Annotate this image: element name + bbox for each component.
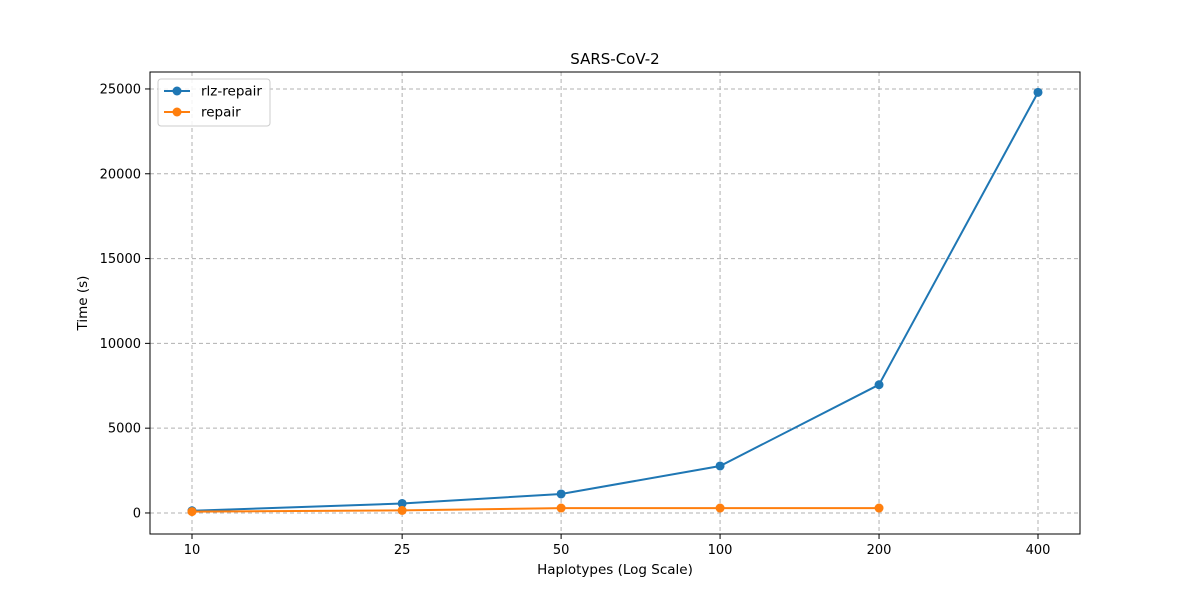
series-layer (187, 87, 1043, 517)
data-point (397, 498, 407, 508)
legend-marker (172, 86, 182, 96)
x-tick-label: 400 (1026, 543, 1051, 558)
legend: rlz-repair repair (157, 78, 271, 127)
legend-label: repair (201, 105, 241, 121)
series-line (191, 91, 1039, 512)
data-point (556, 503, 566, 513)
data-point (874, 380, 884, 390)
y-tick-label: 10000 (100, 337, 141, 352)
x-tick-label: 25 (394, 543, 411, 558)
x-tick-label: 50 (553, 543, 570, 558)
legend-marker (172, 107, 182, 117)
y-axis-label: Time (s) (75, 276, 91, 332)
data-point (556, 489, 566, 499)
data-point (397, 505, 407, 515)
x-tick-label: 10 (184, 543, 201, 558)
y-tick-label: 0 (133, 506, 141, 521)
y-tick-label: 25000 (100, 82, 141, 97)
series-rlz-repair (187, 87, 1043, 516)
axis-ticks: 10 25 50 100 200 400 0 5000 10000 15000 20000 25000 (100, 82, 1051, 558)
data-point (715, 461, 725, 471)
x-axis-label: Haplotypes (Log Scale) (537, 562, 693, 578)
series-line (191, 507, 879, 513)
data-point (187, 507, 197, 517)
legend-label: rlz-repair (201, 84, 262, 100)
x-tick-label: 200 (867, 543, 892, 558)
x-tick-label: 100 (708, 543, 733, 558)
grid (150, 72, 1080, 534)
series-repair (187, 503, 884, 517)
plot-frame (149, 71, 1081, 535)
y-tick-label: 15000 (100, 252, 141, 267)
data-point (874, 503, 884, 513)
chart-title: SARS-CoV-2 (570, 50, 659, 68)
data-point (715, 503, 725, 513)
y-tick-label: 20000 (100, 167, 141, 182)
data-point (1033, 87, 1043, 97)
y-tick-label: 5000 (108, 422, 141, 437)
